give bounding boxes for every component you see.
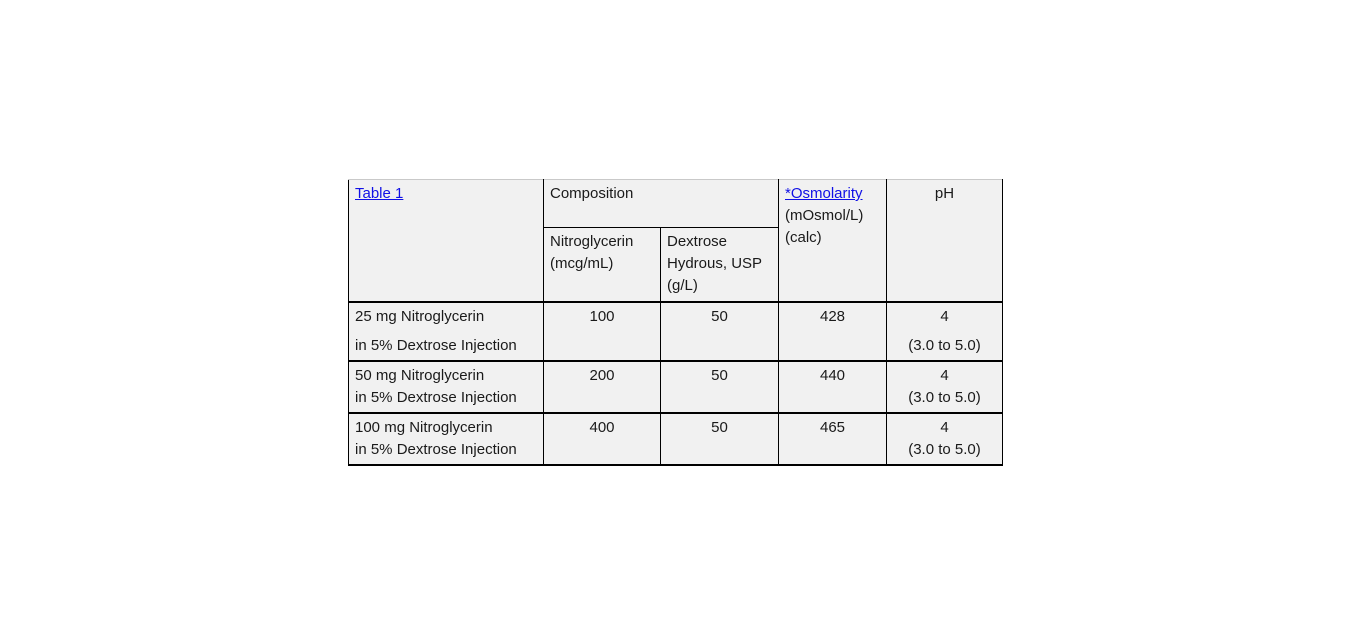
ph-header-cell: pH [886,179,1003,302]
ph-column-header: pH [934,185,955,202]
nitroglycerin-composition-table: Table 1 Composition *Osmolarity (mOsmol/… [348,179,1003,466]
product-name-cell: 100 mg Nitroglycerin in 5% Dextrose Inje… [348,411,544,466]
ph-cell: 4 (3.0 to 5.0) [886,411,1003,466]
nitroglycerin-header-line1: Nitroglycerin [550,233,634,250]
osmolarity-value: 465 [778,411,887,466]
ph-value: 4 [940,366,949,384]
ph-range: (3.0 to 5.0) [908,388,981,406]
osmolarity-link[interactable]: *Osmolarity [785,185,863,202]
table-row: 100 mg Nitroglycerin in 5% Dextrose Inje… [348,411,1003,466]
nitroglycerin-value: 100 [543,300,661,361]
dextrose-column-header: Dextrose Hydrous, USP (g/L) [660,227,779,302]
composition-header: Composition [550,185,634,202]
ph-cell: 4 (3.0 to 5.0) [886,359,1003,413]
ph-cell: 4 (3.0 to 5.0) [886,300,1003,361]
osmolarity-value: 440 [778,359,887,413]
dextrose-header-line2: Hydrous, USP [667,255,763,272]
osmolarity-calc: (calc) [785,229,822,246]
product-line2: in 5% Dextrose Injection [355,336,517,354]
product-line1: 50 mg Nitroglycerin [355,366,485,384]
nitroglycerin-value: 400 [543,411,661,466]
header-row-2: Nitroglycerin (mcg/mL) Dextrose Hydrous,… [349,227,1003,302]
ph-value: 4 [940,307,949,325]
osmolarity-value: 428 [778,300,887,361]
composition-header-cell: Composition [543,179,779,228]
nitroglycerin-value: 200 [543,359,661,413]
dextrose-value: 50 [660,359,779,413]
ph-range: (3.0 to 5.0) [908,336,981,354]
header-row-1: Table 1 Composition *Osmolarity (mOsmol/… [348,179,1003,302]
osmolarity-header-cell: *Osmolarity (mOsmol/L) (calc) [778,179,887,302]
product-line2: in 5% Dextrose Injection [355,388,517,406]
product-name-cell: 50 mg Nitroglycerin in 5% Dextrose Injec… [348,359,544,413]
table-caption-cell: Table 1 [348,179,544,302]
ph-range: (3.0 to 5.0) [908,440,981,458]
product-line2: in 5% Dextrose Injection [355,440,517,458]
osmolarity-unit: (mOsmol/L) [785,207,864,224]
product-line1: 25 mg Nitroglycerin [355,307,485,325]
product-line1: 100 mg Nitroglycerin [355,418,493,436]
ph-value: 4 [940,418,949,436]
nitroglycerin-column-header: Nitroglycerin (mcg/mL) [543,227,661,302]
table-1-link[interactable]: Table 1 [355,185,404,202]
dextrose-header-line1: Dextrose [667,233,728,250]
product-name-cell: 25 mg Nitroglycerin in 5% Dextrose Injec… [348,300,544,361]
dextrose-value: 50 [660,411,779,466]
dextrose-value: 50 [660,300,779,361]
table-row: 50 mg Nitroglycerin in 5% Dextrose Injec… [348,359,1003,413]
dextrose-header-line3: (g/L) [667,277,698,294]
table-row: 25 mg Nitroglycerin in 5% Dextrose Injec… [348,300,1003,361]
nitroglycerin-header-line2: (mcg/mL) [550,255,614,272]
